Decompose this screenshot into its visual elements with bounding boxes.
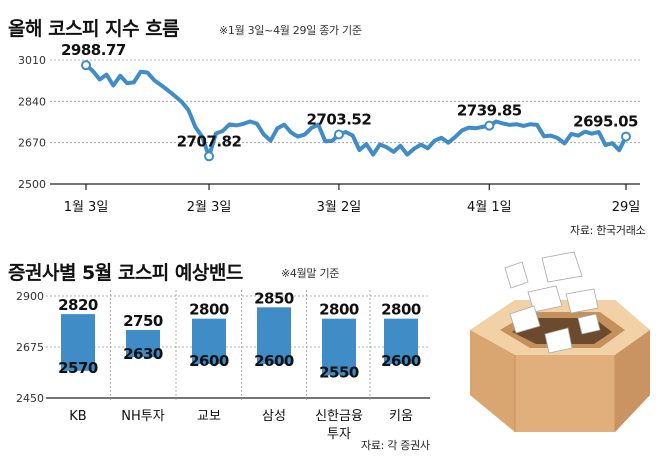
top-chart-x-axis: 1월 3일 2월 3일 3월 2일 4월 1일 29일 (64, 184, 641, 215)
top-annotation-label: 2988.77 (61, 41, 126, 59)
bottom-chart-y-axis: 2900 2675 2450 (16, 290, 44, 405)
broker-label: 삼성 (262, 409, 286, 424)
top-chart-callouts: 2988.77 2707.82 2703.52 2739.85 2695.05 (61, 41, 639, 150)
broker-label-line2: 투자 (327, 427, 351, 442)
bottom-chart-note: ※4월말 기준 (281, 267, 340, 280)
top-annotation-label: 2739.85 (457, 102, 522, 120)
broker-label: 신한금융 (315, 409, 363, 424)
bottom-chart-source: 자료: 각 증권사 (361, 439, 430, 452)
range-bar (192, 318, 226, 364)
broker-label: NH투자 (121, 409, 164, 424)
range-high-label: 2800 (189, 301, 229, 319)
range-bar (384, 318, 418, 364)
range-low-label: 2630 (123, 345, 163, 363)
top-y-tick-label: 2670 (18, 137, 46, 150)
bottom-chart-title: 증권사별 5월 코스피 예상밴드 (8, 262, 243, 284)
range-low-label: 2550 (319, 363, 359, 381)
bottom-y-tick-label: 2675 (16, 341, 44, 354)
broker-label: 키움 (389, 409, 413, 424)
bottom-chart-labels: 2820 2570 KB 2750 2630 NH투자 2800 2600 교보 2850 2600… (58, 289, 421, 442)
range-low-label: 2600 (381, 352, 421, 370)
range-high-label: 2850 (254, 289, 294, 307)
bottom-chart-grid (46, 290, 430, 400)
broker-label: 교보 (197, 409, 221, 424)
range-high-label: 2800 (381, 301, 421, 319)
top-annotation-marker (484, 120, 495, 131)
range-bar (126, 330, 160, 358)
top-annotation-marker (333, 129, 344, 140)
ballot-box-illustration (470, 251, 650, 432)
top-annotation-marker (81, 60, 91, 71)
range-low-label: 2570 (58, 359, 98, 377)
top-x-tick-label: 3월 2일 (317, 200, 362, 215)
top-chart-y-axis: 3010 2840 2670 2500 (18, 54, 46, 191)
range-high-label: 2750 (123, 312, 163, 330)
top-x-tick-label: 1월 3일 (64, 200, 109, 215)
top-y-tick-label: 2500 (18, 178, 46, 191)
top-annotation-label: 2695.05 (573, 113, 638, 131)
top-x-tick-label: 4월 1일 (467, 200, 512, 215)
top-x-tick-label: 2월 3일 (187, 200, 232, 215)
top-annotation-label: 2703.52 (306, 111, 371, 129)
range-bar (322, 318, 356, 376)
top-chart-note: ※1월 3일~4월 29일 종가 기준 (219, 24, 362, 37)
top-chart-grid (50, 59, 640, 185)
bottom-y-tick-label: 2450 (16, 392, 44, 405)
top-annotation-label: 2707.82 (177, 132, 242, 150)
top-annotation-marker (621, 131, 631, 142)
broker-label: KB (69, 409, 86, 424)
bottom-chart-bars (61, 307, 418, 376)
range-low-label: 2600 (189, 352, 229, 370)
range-bar (257, 307, 291, 364)
top-x-tick-label: 29일 (612, 200, 641, 215)
top-chart-markers (81, 60, 631, 162)
top-y-tick-label: 3010 (18, 54, 46, 67)
top-chart-title: 올해 코스피 지수 흐름 (8, 18, 180, 40)
bottom-y-tick-label: 2900 (16, 290, 44, 303)
range-high-label: 2800 (319, 301, 359, 319)
range-bar (61, 314, 95, 371)
top-annotation-marker (204, 151, 215, 162)
range-low-label: 2600 (254, 352, 294, 370)
kospi-series-line (84, 63, 628, 159)
top-y-tick-label: 2840 (18, 95, 46, 108)
range-high-label: 2820 (58, 296, 98, 314)
top-chart-source: 자료: 한국거래소 (570, 224, 646, 237)
